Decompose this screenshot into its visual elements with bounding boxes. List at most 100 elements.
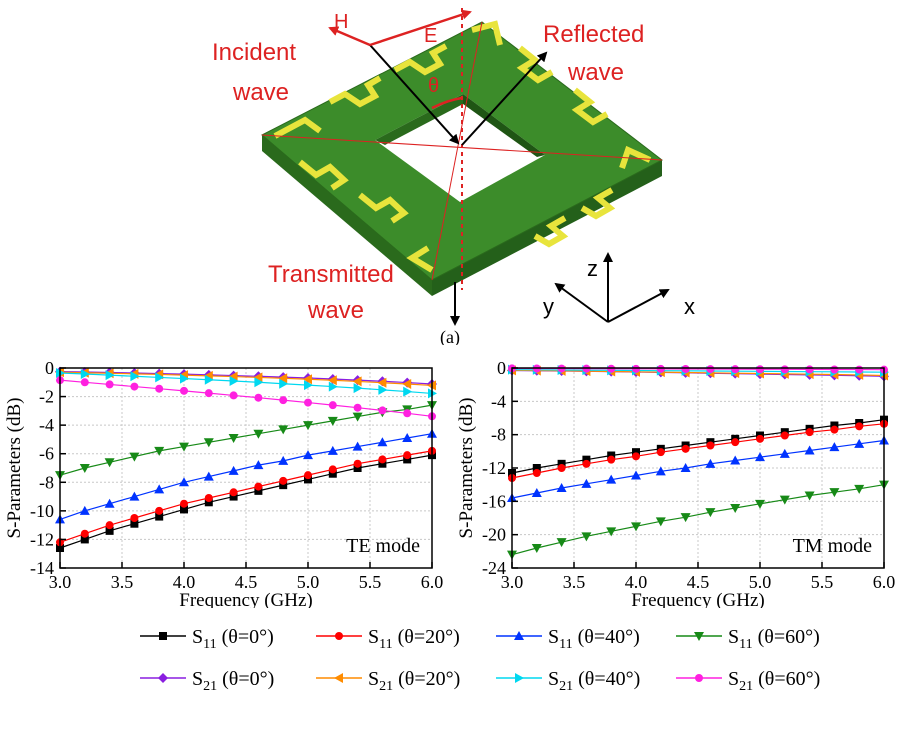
data-point [304, 398, 312, 407]
data-point [155, 372, 165, 383]
data-point [253, 372, 263, 383]
data-point [805, 365, 814, 374]
series-line [59, 371, 433, 387]
series-2 [55, 428, 437, 524]
series-line [511, 419, 885, 474]
y-axis-label: S-Parameters (dB) [456, 398, 477, 539]
legend-theta: (θ=20°) [393, 626, 460, 648]
x-tick-label: 4.5 [235, 572, 258, 592]
data-point [327, 445, 338, 455]
data-point [179, 477, 189, 487]
legend-subscript: 11 [379, 637, 392, 652]
legend-param: S [728, 626, 739, 648]
data-point [228, 371, 238, 382]
data-point [607, 451, 616, 460]
incident-arrow [369, 44, 460, 145]
data-point [378, 455, 387, 464]
y-tick-label: -4 [39, 415, 54, 435]
data-point [278, 373, 288, 384]
data-point [730, 504, 741, 513]
data-point [531, 488, 542, 497]
data-point [377, 437, 388, 447]
legend-theta: (θ=0°) [217, 668, 274, 690]
unit-cell-diagram: H E θ Incident wave Reflected wave Trans… [212, 8, 695, 345]
data-point [204, 389, 213, 398]
data-point [180, 373, 189, 384]
data-point [378, 406, 387, 415]
y-tick-label: -6 [39, 444, 54, 464]
data-point [403, 386, 413, 397]
data-point [402, 433, 413, 442]
x-tick-label: 5.0 [297, 572, 320, 592]
x-tick-label: 3.5 [111, 572, 134, 592]
y-tick-label: 0 [45, 358, 54, 378]
x-tick-label: 5.5 [811, 572, 834, 592]
data-point [582, 459, 591, 468]
x-tick-label: 3.0 [49, 572, 72, 592]
legend-swatch-marker [159, 632, 167, 640]
chart-te-mode: 3.0 3.5 4.0 4.5 5.0 5.5 6.0 0 -2 -4 -6 -8 -10 -12 -14 F… [4, 358, 443, 608]
data-point [606, 474, 617, 484]
data-point [830, 365, 839, 374]
legend-item: S11 (θ=60°) [676, 626, 820, 652]
data-point [632, 364, 640, 373]
axis-y-label: y [543, 294, 554, 319]
legend-item: S21 (θ=40°) [496, 668, 640, 694]
data-point [204, 374, 214, 385]
data-point [254, 482, 263, 491]
panel-label: (a) [440, 327, 460, 345]
legend-theta: (θ=40°) [573, 626, 640, 648]
series-line [511, 423, 885, 479]
legend-param: S [728, 668, 739, 690]
data-point [581, 478, 592, 488]
data-point [155, 384, 164, 393]
y-tick-label: -14 [30, 558, 54, 578]
data-point [780, 431, 789, 440]
series-line [511, 484, 885, 556]
data-point [377, 377, 387, 388]
reflected-arrow [461, 51, 548, 146]
transmitted-label-1: Transmitted [268, 261, 394, 288]
metal-patterns [273, 20, 652, 273]
data-point [229, 492, 238, 501]
data-point [532, 469, 541, 477]
legend-label: S11 (θ=60°) [728, 626, 820, 652]
axis-x-label: x [684, 294, 695, 319]
data-point [353, 403, 362, 412]
series-line [59, 370, 433, 385]
legend-item: S21 (θ=60°) [676, 668, 820, 694]
data-point [105, 380, 114, 389]
legend-subscript: 21 [739, 679, 753, 694]
data-point [581, 532, 592, 542]
x-tick-label: 4.0 [625, 572, 648, 592]
x-tick-label: 6.0 [873, 572, 896, 592]
data-point [632, 452, 640, 461]
data-point [229, 488, 238, 497]
data-point [557, 464, 566, 472]
y-tick-label: -12 [30, 529, 54, 549]
legend-label: S21 (θ=20°) [368, 668, 460, 694]
data-point [328, 469, 337, 478]
data-point [755, 452, 765, 462]
data-point [80, 369, 90, 379]
data-point [631, 522, 641, 532]
data-point [632, 448, 640, 457]
data-point [352, 412, 363, 422]
data-point [655, 466, 666, 476]
legend-item: S21 (θ=0°) [140, 668, 274, 694]
legend-label: S21 (θ=60°) [728, 668, 820, 694]
data-point [854, 438, 865, 448]
data-point [304, 475, 312, 484]
data-point [130, 514, 139, 522]
data-point [631, 470, 641, 480]
y-tick-label: -12 [482, 458, 506, 478]
data-point [303, 450, 313, 460]
substrate-left-side [262, 135, 432, 296]
h-field-label: H [334, 11, 348, 33]
data-point [731, 438, 740, 447]
data-point [130, 371, 140, 382]
data-point [204, 498, 213, 507]
legend-param: S [548, 626, 559, 648]
legend-swatch-marker [514, 631, 524, 640]
